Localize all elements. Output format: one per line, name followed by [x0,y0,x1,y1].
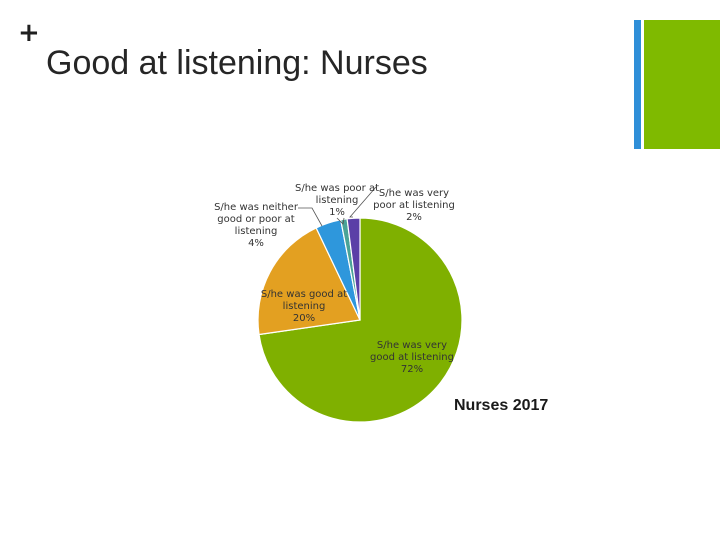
page-title: Good at listening: Nurses [46,44,428,82]
leader-line [349,186,377,218]
chart-caption: Nurses 2017 [454,397,549,414]
slice-label: S/he was neither good or poor at listening… [214,202,299,249]
leader-line [298,207,323,227]
pie-slice [257,227,361,336]
leader-line [336,217,345,225]
plus-icon: + [18,18,40,48]
slice-label: S/he was very poor at listening 2% [373,188,455,223]
pie-slice [346,217,361,321]
slice-label: S/he was poor at listening 1% [295,183,379,218]
slice-label: S/he was very good at listening 72% [370,340,454,375]
slice-label: S/he was good at listening 20% [261,289,347,324]
accent-bar-blue [634,20,641,149]
accent-bar-green [644,20,720,149]
